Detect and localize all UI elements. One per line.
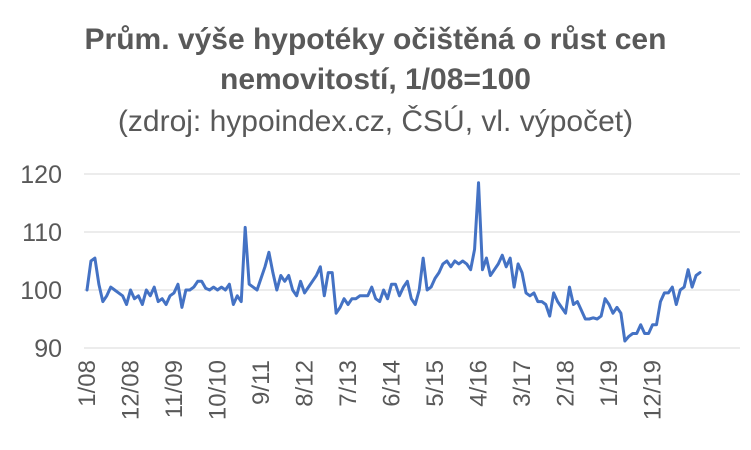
x-tick-label: 9/11 [248,360,275,405]
y-tick-label: 90 [34,335,62,363]
x-tick-label: 2/18 [553,360,580,407]
x-tick-label: 12/08 [118,360,145,420]
x-tick-label: 7/13 [335,360,362,407]
chart-subtitle: (zdroj: hypoindex.cz, ČSÚ, vl. výpočet) [117,105,634,138]
chart-title-line-1: Prům. výše hypotéky očištěná o růst cen [84,23,667,56]
x-tick-label: 12/19 [640,360,667,420]
x-tick-label: 11/09 [161,360,188,418]
x-tick-label: 10/10 [205,360,232,420]
x-tick-label: 4/16 [466,360,493,407]
series-line [85,181,702,343]
x-tick-label: 8/12 [292,360,319,407]
y-tick-label: 110 [22,219,62,247]
x-tick-label: 1/19 [596,360,623,407]
y-tick-label: 120 [20,161,62,189]
x-tick-label: 1/08 [74,360,101,407]
x-tick-label: 6/14 [379,360,406,407]
x-tick-label: 5/15 [422,360,449,407]
chart-title-line-2: nemovitostí, 1/08=100 [220,63,531,96]
y-tick-label: 100 [20,277,62,305]
x-tick-label: 3/17 [509,360,536,407]
